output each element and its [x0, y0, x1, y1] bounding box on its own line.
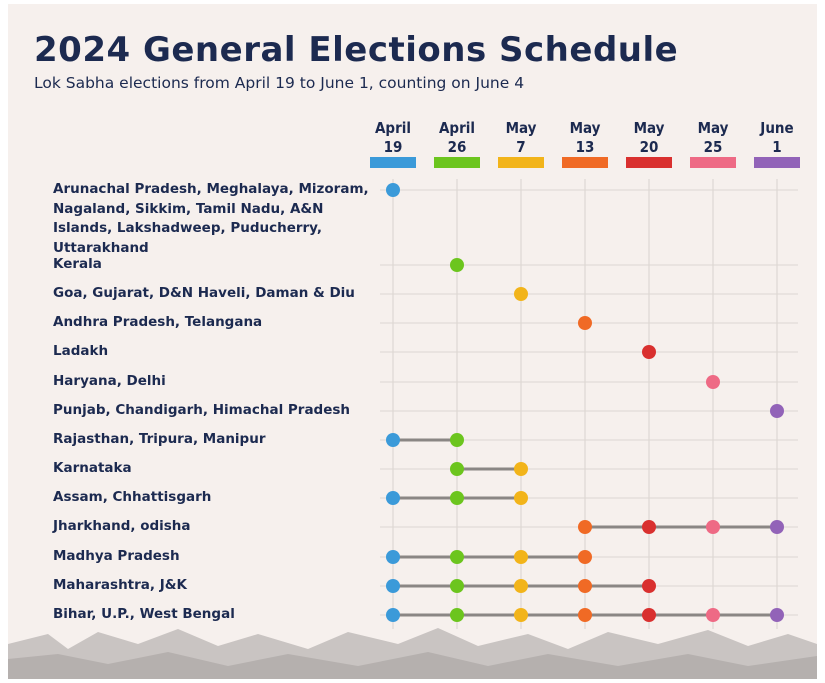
- phase-month: April: [439, 119, 475, 137]
- row-label: Kerala: [53, 255, 383, 275]
- phase-dot: [514, 287, 528, 301]
- phase-dot: [578, 316, 592, 330]
- phase-dot: [578, 579, 592, 593]
- phase-month: May: [634, 119, 665, 137]
- phase-dot: [386, 550, 400, 564]
- phase-dot: [642, 608, 656, 622]
- phase-dot: [770, 608, 784, 622]
- phase-dot: [706, 608, 720, 622]
- infographic: 2024 General Elections Schedule Lok Sabh…: [8, 4, 817, 679]
- phase-dot: [450, 579, 464, 593]
- row-label: Rajasthan, Tripura, Manipur: [53, 430, 383, 450]
- row-label: Bihar, U.P., West Bengal: [53, 605, 383, 625]
- phase-day: 19: [384, 138, 403, 156]
- phase-bar: [754, 157, 800, 168]
- phase-month: April: [375, 119, 411, 137]
- phase-dot: [450, 491, 464, 505]
- phase-dot: [514, 579, 528, 593]
- row-label: Goa, Gujarat, D&N Haveli, Daman & Diu: [53, 284, 383, 304]
- row-label: Assam, Chhattisgarh: [53, 488, 383, 508]
- phase-month: May: [570, 119, 601, 137]
- phase-dot: [514, 491, 528, 505]
- phase-dot: [770, 404, 784, 418]
- phase-day: 25: [704, 138, 723, 156]
- row-label: Andhra Pradesh, Telangana: [53, 313, 383, 333]
- phase-day: 1: [772, 138, 781, 156]
- phase-month: May: [506, 119, 537, 137]
- phase-dot: [706, 375, 720, 389]
- phase-bar: [498, 157, 544, 168]
- phase-dot: [450, 608, 464, 622]
- row-label: Arunachal Pradesh, Meghalaya, Mizoram, N…: [53, 180, 383, 258]
- phase-bar: [562, 157, 608, 168]
- phase-day: 7: [516, 138, 525, 156]
- row-label: Jharkhand, odisha: [53, 517, 383, 537]
- phase-dot: [450, 462, 464, 476]
- phase-dot: [514, 462, 528, 476]
- phase-bar: [370, 157, 416, 168]
- phase-month: June: [759, 119, 793, 137]
- phase-dot: [642, 520, 656, 534]
- phase-dot: [578, 520, 592, 534]
- phase-day: 20: [640, 138, 659, 156]
- crowd-silhouette: [8, 628, 817, 679]
- phase-dot: [578, 608, 592, 622]
- phase-dot: [386, 491, 400, 505]
- phase-dot: [450, 258, 464, 272]
- phase-dot: [386, 579, 400, 593]
- phase-dot: [642, 579, 656, 593]
- phase-dot: [514, 608, 528, 622]
- phase-dot: [386, 183, 400, 197]
- phase-dot: [514, 550, 528, 564]
- phase-dot: [450, 550, 464, 564]
- phase-dot: [386, 433, 400, 447]
- row-label: Madhya Pradesh: [53, 547, 383, 567]
- row-label: Karnataka: [53, 459, 383, 479]
- phase-bar: [626, 157, 672, 168]
- phase-dot: [386, 608, 400, 622]
- row-label: Punjab, Chandigarh, Himachal Pradesh: [53, 401, 383, 421]
- phase-dot: [642, 345, 656, 359]
- phase-day: 26: [448, 138, 467, 156]
- phase-day: 13: [576, 138, 595, 156]
- row-label: Ladakh: [53, 342, 383, 362]
- phase-month: May: [698, 119, 729, 137]
- phase-dot: [578, 550, 592, 564]
- row-label: Haryana, Delhi: [53, 372, 383, 392]
- phase-dot: [706, 520, 720, 534]
- phase-bar: [434, 157, 480, 168]
- phase-dot: [450, 433, 464, 447]
- phase-dot: [770, 520, 784, 534]
- row-label: Maharashtra, J&K: [53, 576, 383, 596]
- phase-bar: [690, 157, 736, 168]
